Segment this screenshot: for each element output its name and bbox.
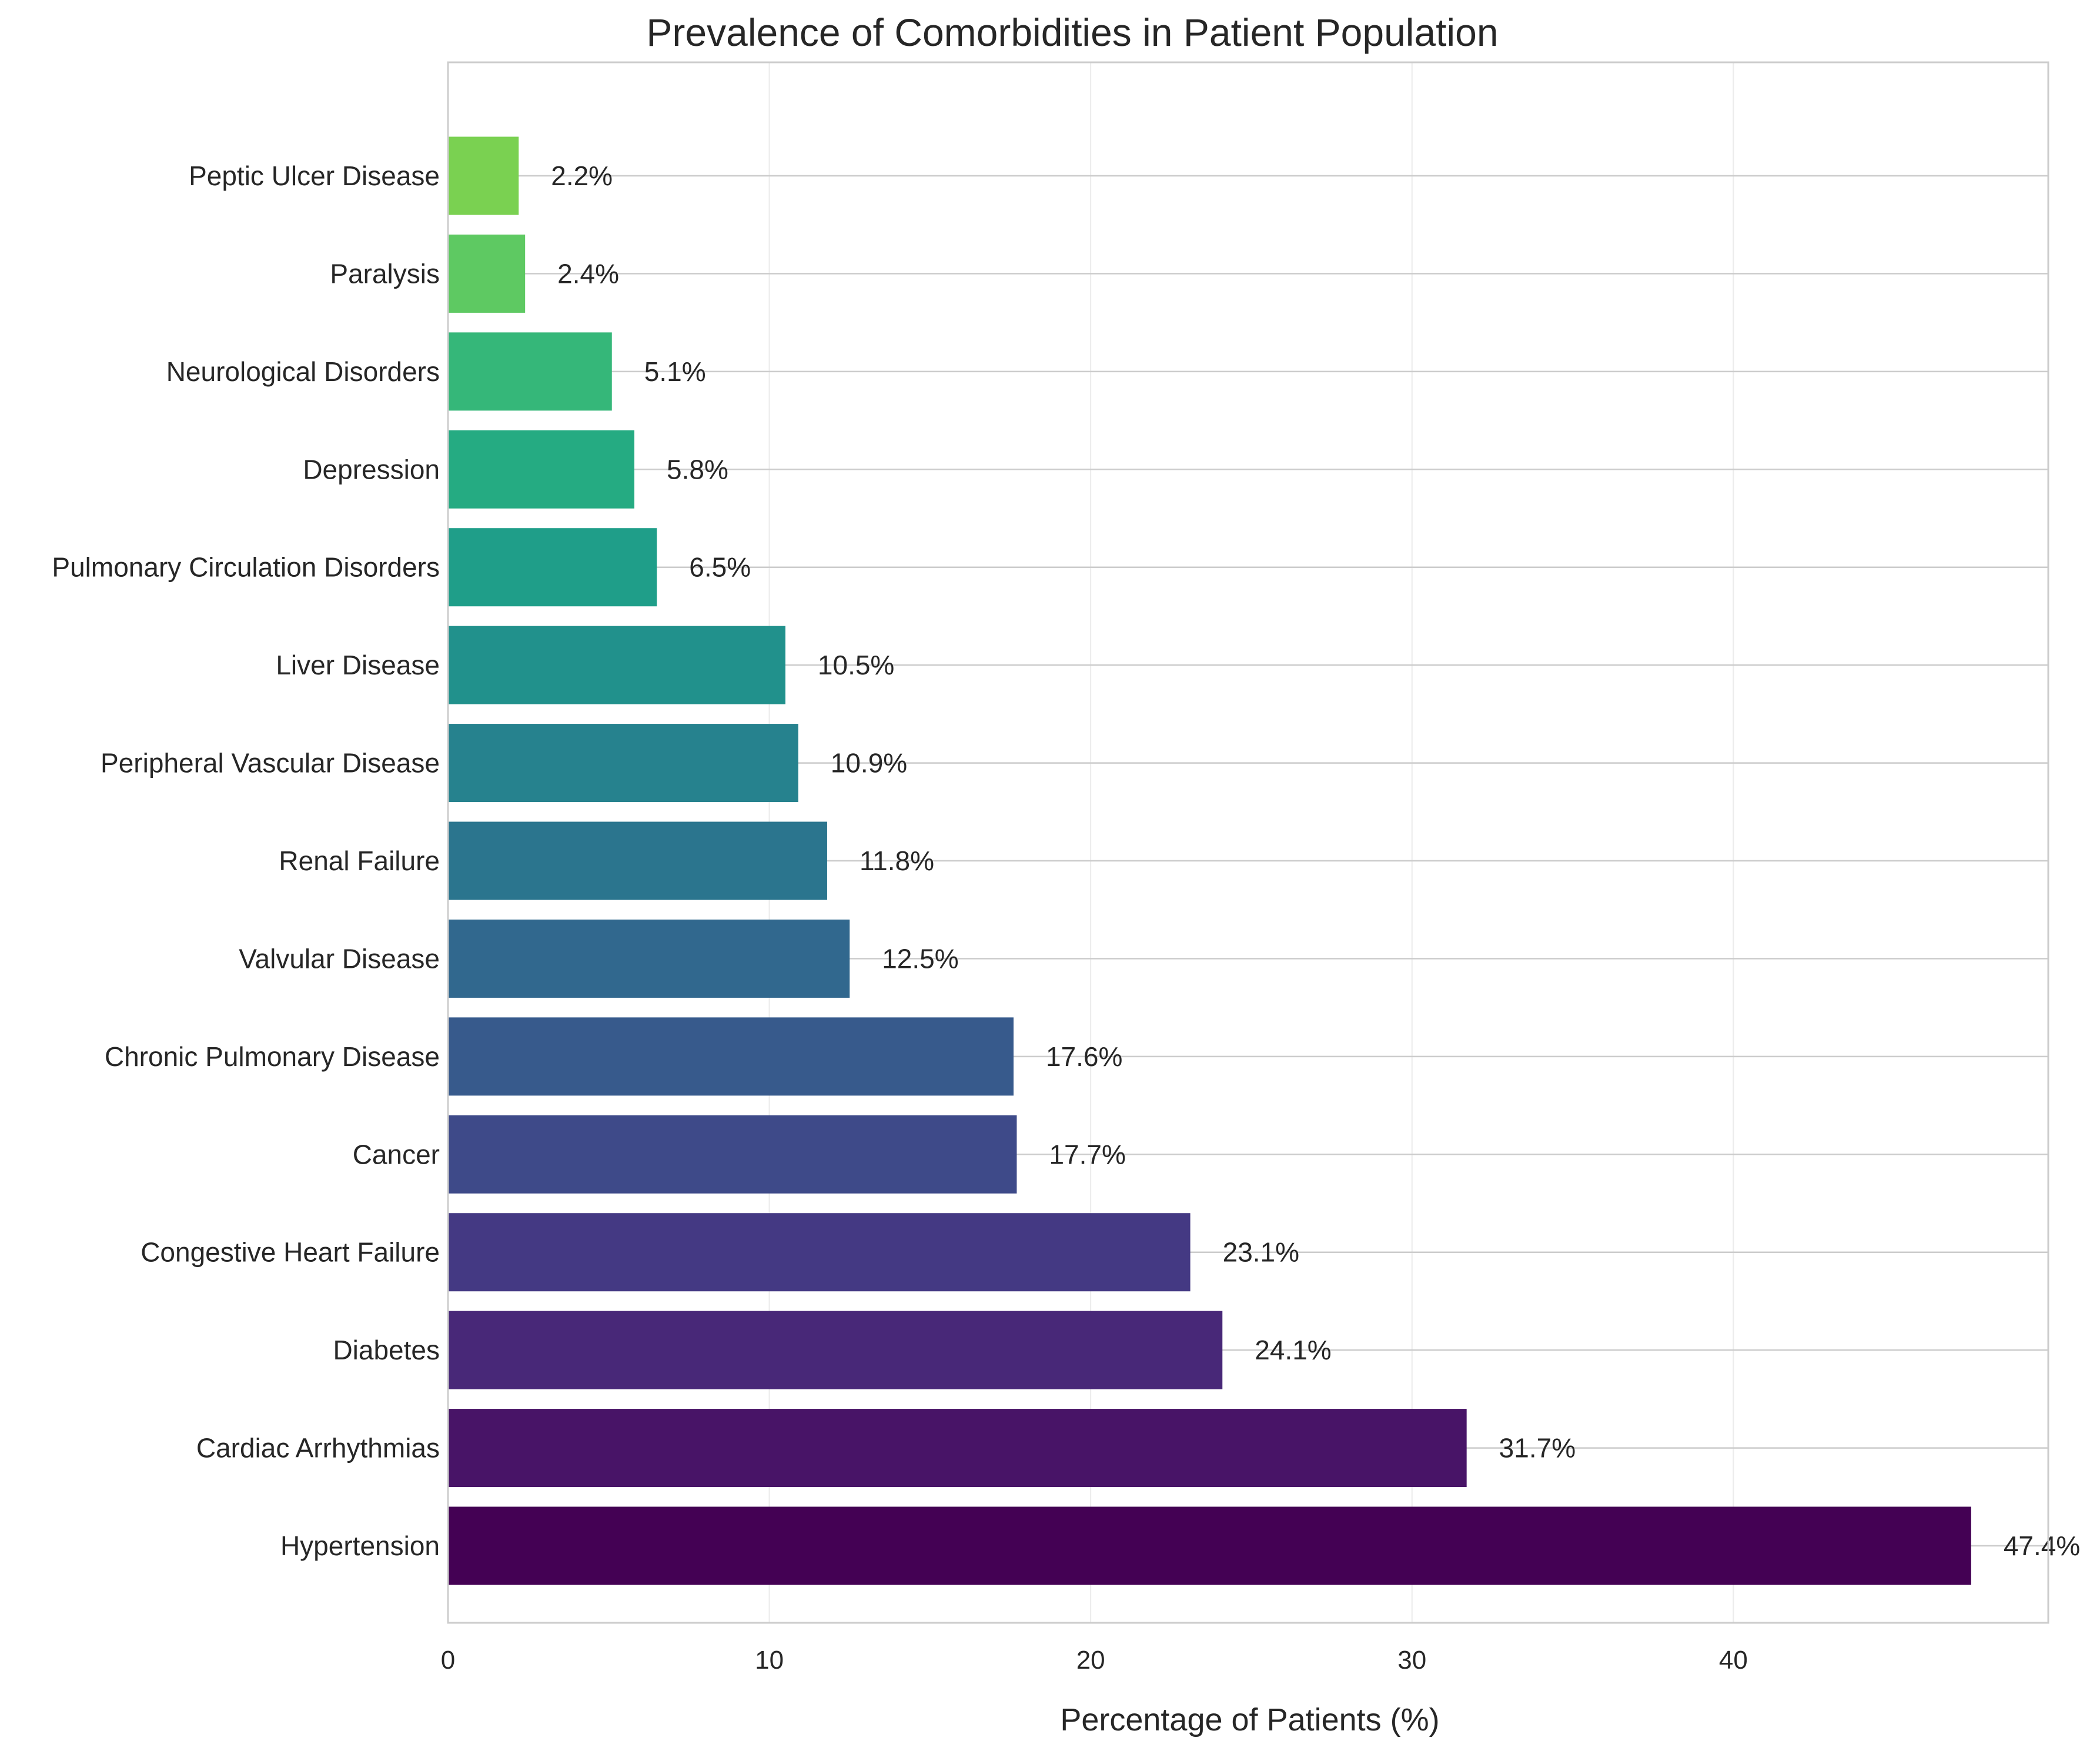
category-label: Depression (303, 454, 440, 484)
bar (448, 919, 850, 998)
category-label: Diabetes (333, 1335, 440, 1365)
category-label: Renal Failure (279, 846, 440, 876)
bar-value-label: 6.5% (689, 552, 751, 583)
plot-frame (447, 61, 2049, 1624)
category-labels: Hypertension Cardiac Arrhythmias Diabetes C… (52, 161, 440, 1561)
x-axis-label: Percentage of Patients (%) (1060, 1702, 1439, 1737)
category-label: Peripheral Vascular Disease (101, 748, 440, 778)
bar (448, 1017, 1014, 1096)
bar (448, 724, 798, 803)
category-label: Cancer (353, 1139, 440, 1169)
bar (448, 1311, 1223, 1389)
category-label: Chronic Pulmonary Disease (105, 1041, 440, 1072)
bar (448, 136, 519, 215)
bar-value-label: 2.2% (551, 161, 613, 191)
category-label: Neurological Disorders (166, 356, 440, 387)
bar (448, 234, 526, 313)
bar (448, 1115, 1017, 1194)
bar (448, 626, 785, 704)
bar-value-label: 5.1% (644, 356, 706, 387)
x-tick-label: 10 (755, 1646, 784, 1675)
bar-value-label: 12.5% (882, 943, 958, 974)
bar (448, 1506, 1971, 1585)
bar (448, 821, 827, 900)
bar (448, 332, 612, 411)
bars (448, 136, 1971, 1585)
category-label: Paralysis (330, 258, 440, 289)
chart-title: Prevalence of Comorbidities in Patient P… (646, 11, 1498, 54)
x-tick-label: 0 (441, 1646, 455, 1675)
bar-value-label: 23.1% (1223, 1237, 1299, 1268)
category-label: Pulmonary Circulation Disorders (52, 552, 440, 583)
category-label: Cardiac Arrhythmias (196, 1433, 440, 1463)
category-label: Peptic Ulcer Disease (189, 161, 440, 191)
bar-value-label: 17.6% (1046, 1041, 1122, 1072)
bar-value-label: 47.4% (2004, 1531, 2080, 1561)
bar-value-label: 11.8% (860, 846, 934, 876)
bar-value-label: 31.7% (1499, 1433, 1576, 1463)
bar-value-label: 10.9% (831, 748, 907, 778)
x-tick-label: 40 (1719, 1646, 1748, 1675)
x-tick-label: 30 (1397, 1646, 1426, 1675)
bar (448, 528, 657, 607)
bar-value-label: 24.1% (1255, 1335, 1331, 1365)
category-label: Hypertension (280, 1531, 440, 1561)
category-label: Valvular Disease (239, 943, 440, 974)
bar (448, 1213, 1191, 1292)
bar-value-label: 17.7% (1049, 1139, 1125, 1169)
category-label: Liver Disease (276, 650, 440, 680)
bar-value-label: 2.4% (557, 258, 619, 289)
bar (448, 1409, 1467, 1488)
bar-value-label: 10.5% (818, 650, 894, 680)
x-tick-label: 20 (1076, 1646, 1105, 1675)
bar-value-label: 5.8% (667, 454, 728, 484)
bar (448, 430, 635, 509)
category-label: Congestive Heart Failure (141, 1237, 440, 1268)
x-tick-labels: 0 10 20 30 40 (441, 1646, 1748, 1675)
data-labels: 47.4% 31.7% 24.1% 23.1% 17.7% 17.6% 12.5% 11.8%… (551, 161, 2080, 1561)
